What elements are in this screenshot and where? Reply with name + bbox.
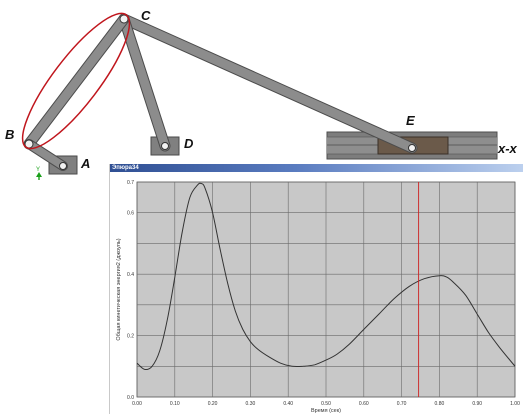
x-tick-label: 0.40 bbox=[283, 401, 293, 407]
mechanism-drawing: C B D A E x-x Y X bbox=[5, 8, 518, 180]
x-axis-title: Время (сек) bbox=[311, 408, 341, 414]
plot-window[interactable]: Эпюра34 0.00 0.10 0.20 0.30 0.40 0.50 0.60 0.70… bbox=[110, 164, 523, 414]
x-tick-label: 0.50 bbox=[321, 401, 331, 407]
x-tick-label: 0.30 bbox=[246, 401, 256, 407]
x-tick-label: 0.00 bbox=[132, 401, 142, 407]
label-guide: x-x bbox=[497, 141, 518, 156]
energy-series-line bbox=[136, 182, 516, 371]
x-tick-label: 1.00 bbox=[510, 401, 520, 407]
triad-y-label: Y bbox=[36, 167, 40, 173]
joints bbox=[24, 14, 416, 170]
links bbox=[23, 13, 418, 171]
plot-titlebar[interactable]: Эпюра34 bbox=[110, 164, 523, 172]
x-tick-label: 0.80 bbox=[435, 401, 445, 407]
energy-chart: 0.00 0.10 0.20 0.30 0.40 0.50 0.60 0.70 0.80 0.90… bbox=[116, 180, 520, 414]
y-tick-label: 0.4 bbox=[127, 272, 134, 278]
x-tick-label: 0.60 bbox=[359, 401, 369, 407]
coordinate-triad: Y X bbox=[36, 167, 42, 180]
x-tick-label: 0.70 bbox=[397, 401, 407, 407]
highlight-ellipse bbox=[21, 12, 131, 150]
y-tick-label: 0.6 bbox=[127, 211, 134, 217]
y-axis-title: Общая кинетическая энергия2 (джоуль) bbox=[116, 238, 122, 340]
y-tick-label: 0.0 bbox=[127, 395, 134, 401]
label-d: D bbox=[184, 136, 194, 151]
x-tick-label: 0.20 bbox=[208, 401, 218, 407]
x-tick-label: 0.10 bbox=[170, 401, 180, 407]
y-tick-label: 0.2 bbox=[127, 334, 134, 340]
y-tick-label: 0.7 bbox=[127, 180, 134, 186]
label-e: E bbox=[406, 113, 415, 128]
label-c: C bbox=[141, 8, 151, 23]
plot-title: Эпюра34 bbox=[112, 165, 139, 171]
x-tick-label: 0.90 bbox=[472, 401, 482, 407]
label-a: A bbox=[80, 156, 90, 171]
label-b: B bbox=[5, 127, 14, 142]
